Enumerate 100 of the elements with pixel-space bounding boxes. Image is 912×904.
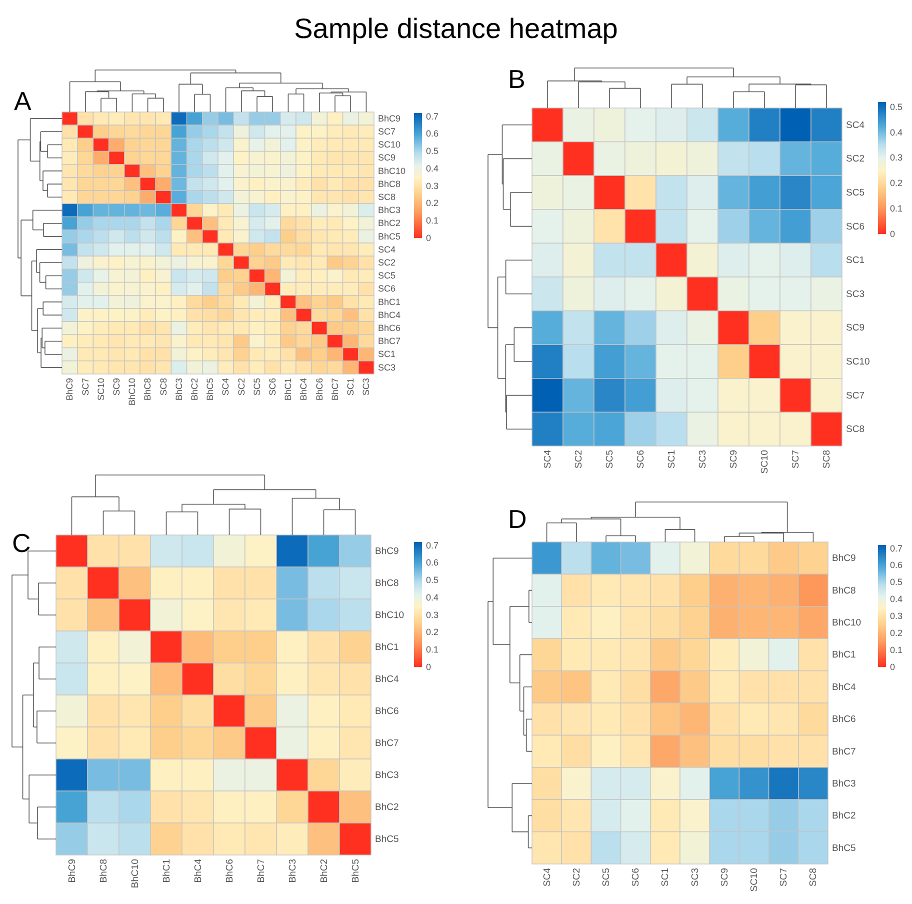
y-tick-label: BhC4 bbox=[832, 682, 856, 693]
x-tick-label: SC10 bbox=[96, 378, 106, 401]
x-tick-label: SC1 bbox=[660, 868, 672, 886]
color-bar-label: 0.5 bbox=[426, 146, 439, 156]
y-tick-label: SC4 bbox=[378, 244, 396, 254]
x-tick-label: BhC3 bbox=[174, 378, 184, 401]
x-tick-label: SC8 bbox=[808, 868, 820, 886]
y-tick-label: BhC3 bbox=[378, 205, 401, 216]
chart-title: A bbox=[14, 86, 32, 116]
color-bar-label: 0.4 bbox=[426, 592, 439, 602]
y-tick-label: BhC3 bbox=[375, 770, 399, 782]
x-tick-label: SC7 bbox=[778, 868, 790, 886]
x-tick-label: BhC2 bbox=[318, 859, 330, 883]
x-tick-label: SC6 bbox=[630, 868, 642, 886]
y-tick-label: BhC5 bbox=[832, 842, 856, 854]
chart-title: B bbox=[508, 64, 526, 94]
color-bar-label: 0.4 bbox=[890, 594, 903, 604]
y-tick-label: BhC8 bbox=[378, 178, 401, 189]
x-tick-label: BhC2 bbox=[189, 378, 200, 401]
x-tick-label: SC2 bbox=[571, 868, 582, 886]
x-tick-label: BhC6 bbox=[314, 378, 324, 401]
y-tick-label: BhC7 bbox=[375, 738, 399, 750]
color-bar-label: 0.3 bbox=[426, 610, 439, 620]
x-tick-label: BhC7 bbox=[330, 378, 340, 401]
x-tick-label: SC4 bbox=[542, 868, 553, 886]
x-tick-label: SC4 bbox=[220, 378, 231, 396]
y-tick-label: SC9 bbox=[846, 322, 864, 334]
x-tick-label: BhC10 bbox=[130, 859, 141, 888]
x-tick-label: BhC5 bbox=[205, 378, 216, 401]
y-tick-label: BhC3 bbox=[832, 778, 856, 790]
y-tick-label: SC5 bbox=[846, 188, 864, 199]
y-tick-label: BhC4 bbox=[378, 310, 401, 320]
color-bar-label: 0.7 bbox=[890, 543, 903, 554]
x-tick-label: BhC3 bbox=[287, 859, 298, 883]
color-bar-label: 0.4 bbox=[890, 127, 903, 138]
color-bar-label: 0.1 bbox=[426, 644, 439, 655]
x-tick-label: BhC4 bbox=[298, 378, 309, 401]
y-tick-label: BhC8 bbox=[832, 585, 856, 596]
x-tick-label: BhC9 bbox=[64, 378, 75, 401]
color-bar-label: 0.2 bbox=[426, 198, 439, 208]
x-tick-label: SC3 bbox=[361, 378, 372, 396]
y-tick-label: SC1 bbox=[378, 349, 396, 360]
x-tick-label: SC7 bbox=[80, 378, 90, 396]
color-bar-label: 0.5 bbox=[890, 577, 903, 588]
y-tick-label: SC7 bbox=[378, 126, 396, 137]
color-bar-label: 0.6 bbox=[426, 558, 439, 568]
y-tick-label: SC6 bbox=[846, 221, 864, 232]
x-tick-label: BhC1 bbox=[283, 378, 294, 401]
x-tick-label: SC10 bbox=[749, 868, 760, 892]
color-bar-label: 0.1 bbox=[890, 644, 903, 655]
color-bar-label: 0 bbox=[426, 662, 432, 672]
x-tick-label: BhC9 bbox=[66, 859, 78, 883]
x-tick-label: SC1 bbox=[345, 378, 356, 396]
y-tick-label: BhC6 bbox=[832, 714, 856, 726]
y-tick-label: BhC9 bbox=[378, 113, 401, 124]
x-tick-label: BhC4 bbox=[192, 859, 204, 883]
color-bar-label: 0 bbox=[890, 662, 896, 672]
y-tick-label: SC10 bbox=[378, 140, 401, 150]
color-bar-label: 0.6 bbox=[426, 128, 439, 139]
x-tick-label: SC4 bbox=[542, 450, 554, 468]
y-tick-label: SC6 bbox=[378, 284, 396, 294]
y-tick-label: SC4 bbox=[846, 120, 864, 131]
x-tick-label: BhC1 bbox=[161, 859, 172, 883]
x-tick-label: SC6 bbox=[636, 450, 647, 468]
color-bar-label: 0.7 bbox=[426, 540, 439, 550]
y-tick-label: SC1 bbox=[846, 255, 864, 266]
color-bar-label: 0.3 bbox=[426, 180, 439, 191]
color-bar-label: 0.2 bbox=[890, 628, 903, 638]
y-tick-label: BhC2 bbox=[378, 218, 401, 228]
color-bar-label: 0.3 bbox=[890, 152, 903, 163]
x-tick-label: BhC6 bbox=[224, 859, 236, 883]
x-tick-label: BhC7 bbox=[256, 859, 267, 883]
color-bar-label: 0.2 bbox=[890, 178, 903, 188]
y-tick-label: BhC2 bbox=[832, 810, 856, 822]
y-tick-label: SC10 bbox=[846, 356, 870, 368]
color-bar-label: 0.2 bbox=[426, 627, 439, 638]
chart-title: D bbox=[508, 504, 527, 534]
color-bar-label: 0.1 bbox=[426, 216, 439, 226]
y-tick-label: SC2 bbox=[378, 258, 396, 268]
y-tick-label: SC2 bbox=[846, 154, 864, 165]
y-tick-label: BhC6 bbox=[378, 323, 401, 334]
text: Sample distance heatmap bbox=[294, 13, 618, 44]
x-tick-label: SC5 bbox=[604, 450, 616, 468]
x-tick-label: SC9 bbox=[728, 450, 740, 468]
y-tick-label: BhC7 bbox=[832, 746, 856, 758]
x-tick-label: SC1 bbox=[666, 450, 678, 468]
x-tick-label: SC8 bbox=[158, 378, 168, 396]
x-tick-label: BhC8 bbox=[98, 859, 110, 883]
y-tick-label: BhC10 bbox=[378, 166, 406, 176]
y-tick-label: SC3 bbox=[378, 362, 396, 372]
y-tick-label: BhC1 bbox=[378, 296, 401, 307]
chart-title: C bbox=[12, 528, 31, 558]
y-tick-label: BhC6 bbox=[375, 706, 399, 718]
color-bar-label: 0.7 bbox=[426, 111, 439, 122]
color-bar-label: 0.5 bbox=[890, 102, 903, 112]
x-tick-label: SC10 bbox=[760, 450, 771, 474]
y-tick-label: BhC8 bbox=[375, 578, 399, 590]
y-tick-label: BhC7 bbox=[378, 336, 401, 346]
y-tick-label: BhC9 bbox=[375, 546, 399, 558]
x-tick-label: SC3 bbox=[698, 450, 709, 468]
